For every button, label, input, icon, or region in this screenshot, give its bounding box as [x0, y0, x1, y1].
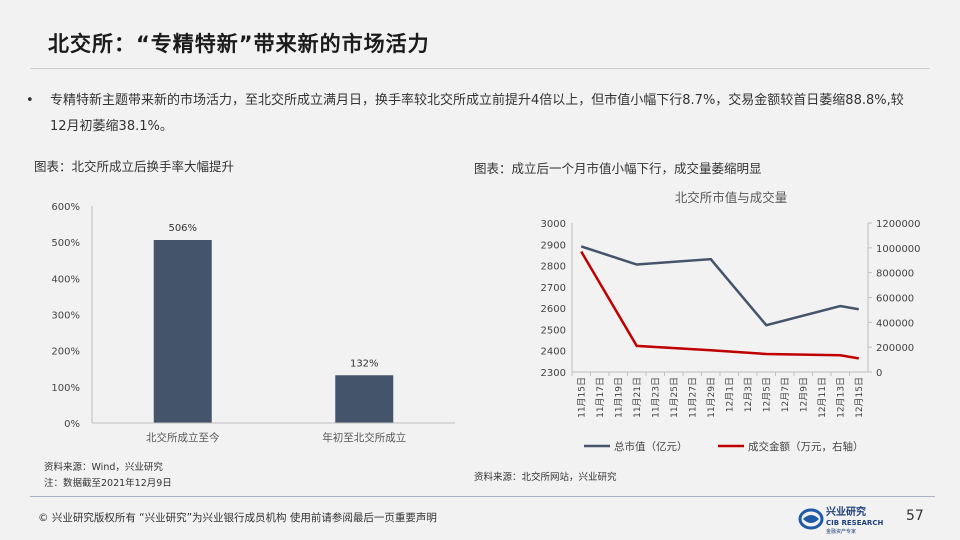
- line-x-tick-label: 12月9日: [798, 377, 809, 412]
- market-value-line-chart: 北交所市值与成交量 2300 2400 2500 2600 2700 2800 2900 30…: [541, 190, 920, 453]
- line-x-tick-label: 12月15日: [854, 377, 865, 418]
- line-right-tick-label: 600000: [876, 294, 914, 305]
- bar-y-tick-label: 0%: [64, 419, 80, 430]
- line-x-tick-label: 11月15日: [576, 377, 587, 418]
- page-number: 57: [906, 508, 924, 524]
- title-divider: [30, 68, 930, 69]
- line-left-tick-label: 2600: [541, 304, 566, 315]
- line-left-tick-label: 2800: [541, 262, 566, 273]
- bar-y-tick-label: 100%: [51, 383, 80, 394]
- left-source-text: 资料来源：Wind，兴业研究: [44, 462, 163, 473]
- line-x-tick-label: 11月21日: [632, 377, 643, 418]
- page-title: 北交所：“专精特新”带来新的市场活力: [48, 32, 430, 56]
- line-left-tick-label: 2700: [541, 283, 566, 294]
- line-left-tick-label: 2500: [541, 325, 566, 336]
- legend-label: 总市值（亿元）: [614, 440, 688, 453]
- line-right-tick-label: 400000: [876, 318, 914, 329]
- line-series-1: [580, 250, 859, 360]
- line-series-0: [580, 245, 859, 327]
- bar-data-label: 132%: [350, 358, 379, 369]
- line-x-tick-label: 12月7日: [780, 377, 791, 412]
- right-chart-caption: 图表：成立后一个月市值小幅下行，成交量萎缩明显: [474, 161, 762, 176]
- bar-y-tick-label: 300%: [51, 311, 80, 322]
- line-right-tick-label: 1200000: [876, 219, 920, 230]
- line-right-tick-label: 800000: [876, 269, 914, 280]
- bar-x-tick-label: 年初至北交所成立: [322, 431, 406, 444]
- summary-text: 专精特新主题带来新的市场活力，至北交所成立满月日，换手率较北交所成立前提升4倍以…: [50, 93, 904, 134]
- bar-y-axis: 0% 100% 200% 300% 400% 500% 600%: [51, 202, 93, 430]
- line-right-tick-label: 0: [876, 368, 882, 379]
- bar: [153, 239, 212, 423]
- line-x-tick-label: 11月17日: [595, 377, 606, 418]
- line-x-tick-label: 12月3日: [743, 377, 754, 412]
- logo-cn: 兴业研究: [826, 505, 866, 518]
- line-x-tick-label: 12月13日: [835, 377, 846, 418]
- line-x-tick-label: 11月19日: [613, 377, 624, 418]
- left-chart-caption: 图表：北交所成立后换手率大幅提升: [34, 159, 235, 174]
- line-x-tick-label: 11月29日: [706, 377, 717, 418]
- line-left-tick-label: 2400: [541, 347, 566, 358]
- line-x-tick-label: 11月25日: [669, 377, 680, 418]
- logo-en: CIB RESEARCH: [826, 519, 883, 527]
- line-x-tick-label: 12月11日: [817, 377, 828, 418]
- line-left-tick-label: 2900: [541, 240, 566, 251]
- bar-y-tick-label: 200%: [51, 347, 80, 358]
- line-legend: 总市值（亿元） 成交金额（万元，右轴）: [584, 440, 864, 453]
- left-note-text: 注：数据截至2021年12月9日: [44, 478, 172, 489]
- bullet-dot: •: [26, 93, 34, 108]
- line-right-tick-label: 1000000: [876, 244, 920, 255]
- turnover-bar-chart: 0% 100% 200% 300% 400% 500% 600% 506% 132% 北交所成…: [51, 202, 455, 444]
- footer-text: © 兴业研究版权所有 “兴业研究”为兴业银行成员机构 使用前请参阅最后一页重要声…: [38, 512, 437, 524]
- footer-divider: [30, 496, 935, 497]
- line-series: [580, 245, 859, 360]
- bar-y-tick-label: 600%: [51, 202, 80, 213]
- line-x-tick-label: 11月27日: [687, 377, 698, 418]
- line-right-tick-label: 200000: [876, 343, 914, 354]
- bar-x-tick-label: 北交所成立至今: [146, 431, 220, 444]
- line-x-tick-label: 12月5日: [761, 377, 772, 412]
- left-source: 资料来源：Wind，兴业研究 注：数据截至2021年12月9日: [44, 460, 172, 492]
- bar: [335, 375, 394, 423]
- line-left-tick-label: 3000: [541, 219, 566, 230]
- line-chart-title: 北交所市值与成交量: [675, 190, 788, 205]
- right-source: 资料来源：北交所网站，兴业研究: [474, 472, 617, 483]
- legend-label: 成交金额（万元，右轴）: [748, 440, 864, 453]
- bar-y-tick-label: 500%: [51, 238, 80, 249]
- cib-research-logo: 兴业研究 CIB RESEARCH 金融资产专家: [798, 505, 883, 535]
- bar-x-axis: 北交所成立至今 年初至北交所成立: [92, 422, 455, 444]
- line-axes: 2300 2400 2500 2600 2700 2800 2900 3000 0 200000 4…: [541, 219, 920, 418]
- bar-data-label: 506%: [168, 223, 197, 234]
- logo-sub: 金融资产专家: [826, 528, 856, 535]
- bar-y-tick-label: 400%: [51, 274, 80, 285]
- line-x-tick-label: 11月23日: [650, 377, 661, 418]
- line-left-tick-label: 2300: [541, 368, 566, 379]
- bar-series: 506% 132%: [153, 223, 394, 423]
- line-x-tick-label: 12月1日: [724, 377, 735, 412]
